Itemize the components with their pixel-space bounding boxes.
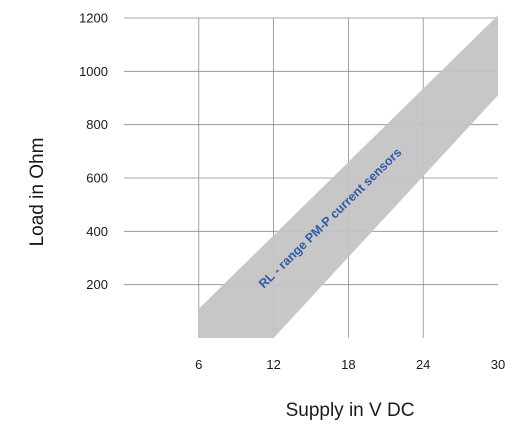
x-tick-label-24: 24: [416, 357, 430, 372]
x-axis-title: Supply in V DC: [286, 400, 415, 421]
y-tick-label-1000: 1000: [79, 64, 108, 79]
y-tick-label-400: 400: [86, 224, 108, 239]
y-tick-label-1200: 1200: [79, 11, 108, 26]
x-tick-label-18: 18: [341, 357, 355, 372]
y-tick-label-200: 200: [86, 277, 108, 292]
x-tick-label-12: 12: [266, 357, 280, 372]
x-tick-label-6: 6: [195, 357, 202, 372]
rl-range-band: [198, 15, 499, 339]
x-tick-label-30: 30: [491, 357, 505, 372]
y-tick-label-600: 600: [86, 171, 108, 186]
y-tick-label-800: 800: [86, 117, 108, 132]
band-layer: [198, 15, 499, 339]
y-axis-title: Load in Ohm: [27, 138, 48, 247]
